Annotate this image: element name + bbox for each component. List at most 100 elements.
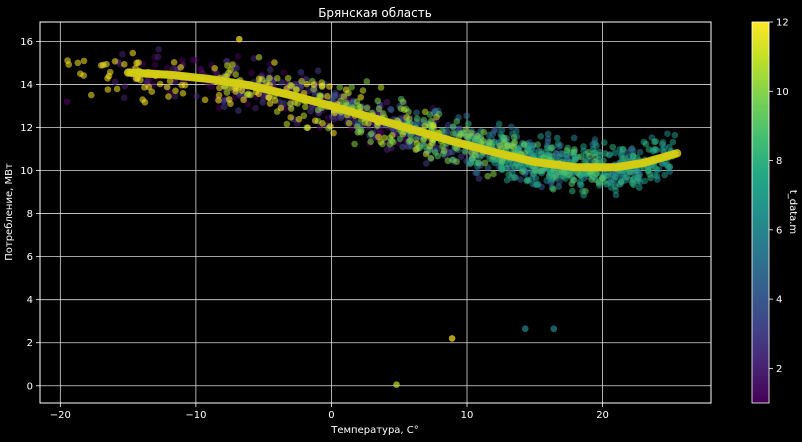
scatter-point (374, 97, 382, 105)
scatter-point (504, 142, 512, 149)
scatter-point (211, 64, 218, 72)
scatter-point (461, 147, 469, 155)
scatter-point (87, 91, 95, 99)
scatter-point (387, 105, 394, 113)
scatter-point (651, 138, 658, 146)
y-tick-label: 0 (27, 381, 33, 392)
scatter-point (266, 74, 273, 82)
scatter-point (433, 113, 440, 121)
scatter-point (396, 135, 404, 143)
scatter-point (156, 80, 164, 88)
scatter-point (247, 91, 254, 99)
scatter-point (623, 173, 631, 181)
scatter-point (181, 81, 189, 89)
scatter-point (234, 53, 242, 60)
scatter-point (129, 49, 137, 57)
scatter-point (252, 104, 259, 112)
y-tick-label: 6 (27, 252, 33, 263)
x-tick-label: 20 (596, 410, 609, 421)
scatter-point (600, 157, 607, 164)
scatter-point (548, 144, 555, 152)
scatter-point (465, 120, 472, 128)
scatter-point (486, 138, 493, 146)
scatter-point (336, 83, 344, 91)
scatter-point (216, 84, 223, 92)
scatter-point (104, 86, 112, 93)
scatter-point (179, 57, 186, 64)
colorbar-tick-label: 10 (776, 87, 789, 98)
scatter-point (653, 172, 661, 180)
scatter-point (314, 67, 322, 75)
scatter-point (375, 133, 382, 141)
scatter-point (555, 183, 563, 190)
scatter-point (266, 100, 274, 107)
scatter-point (63, 98, 71, 105)
y-axis-label: Потребление, МВт (4, 163, 15, 261)
scatter-point (439, 142, 446, 150)
scatter-point (348, 83, 355, 91)
scatter-point (498, 126, 506, 134)
scatter-point (422, 150, 430, 158)
scatter-point (379, 110, 387, 117)
scatter-point (666, 168, 674, 175)
scatter-point (171, 93, 179, 100)
scatter-point (664, 130, 671, 138)
scatter-point (232, 71, 240, 78)
fit-curve-point (672, 149, 682, 158)
scatter-point (601, 150, 609, 157)
scatter-point (403, 114, 410, 121)
scatter-point (163, 64, 171, 72)
scatter-point (121, 83, 129, 90)
scatter-point (481, 159, 489, 167)
scatter-point (552, 172, 560, 180)
scatter-point (609, 143, 617, 151)
scatter-point (520, 140, 528, 148)
scatter-point (505, 171, 513, 178)
scatter-point (570, 134, 578, 142)
scatter-point (215, 91, 223, 99)
scatter-point (492, 125, 500, 133)
scatter-point (318, 82, 326, 89)
scatter-point (345, 119, 353, 127)
scatter-point (367, 138, 374, 145)
scatter-point (585, 148, 592, 156)
scatter-point (310, 81, 318, 88)
scatter-point (519, 168, 526, 175)
scatter-point (301, 103, 309, 111)
scatter-point (135, 59, 142, 66)
scatter-point (383, 98, 391, 106)
scatter-point (229, 61, 236, 68)
scatter-point (510, 143, 517, 151)
chart-title: Брянская область (318, 6, 432, 20)
colorbar-tick-label: 4 (776, 295, 782, 306)
scatter-point (113, 85, 121, 93)
scatter-point (277, 104, 285, 112)
colorbar-tick-label: 6 (776, 225, 782, 236)
scatter-point (636, 148, 644, 156)
scatter-point (484, 164, 492, 171)
y-tick-label: 8 (27, 209, 33, 220)
scatter-point (502, 164, 510, 172)
scatter-point (363, 78, 371, 85)
y-tick-label: 2 (27, 338, 33, 349)
scatter-point (388, 132, 396, 139)
scatter-point (473, 169, 481, 176)
scatter-point (592, 170, 600, 178)
scatter-point (645, 167, 652, 175)
scatter-point (550, 185, 557, 193)
scatter-point (619, 145, 627, 153)
scatter-point (412, 146, 420, 153)
scatter-point (449, 123, 457, 131)
scatter-point (150, 81, 158, 88)
scatter-point (554, 140, 562, 147)
scatter-point (570, 176, 578, 184)
scatter-point (304, 124, 312, 132)
scatter-point (111, 78, 119, 86)
scatter-point (627, 169, 634, 176)
scatter-point (629, 152, 637, 160)
scatter-point (111, 57, 119, 65)
scatter-point (283, 120, 291, 128)
scatter-point (278, 79, 285, 86)
scatter-point (448, 335, 456, 342)
scatter-point (80, 57, 88, 65)
